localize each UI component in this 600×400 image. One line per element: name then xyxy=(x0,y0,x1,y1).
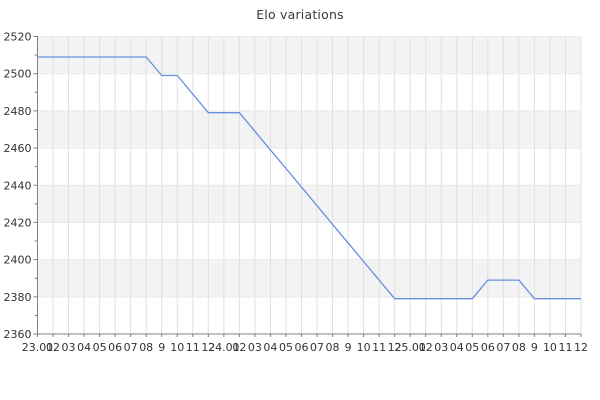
x-axis-tick-label: 08 xyxy=(512,341,526,354)
x-axis-tick-label: 03 xyxy=(62,341,76,354)
elo-series-line xyxy=(37,56,581,300)
x-axis-tick-label: 9 xyxy=(531,341,538,354)
band-row xyxy=(37,110,581,149)
y-axis-tick-label: 2480 xyxy=(4,105,32,118)
x-axis-tick-label: 02 xyxy=(46,341,60,354)
x-axis-tick-label: 03 xyxy=(248,341,262,354)
x-axis-tick-label: 10 xyxy=(357,341,371,354)
x-axis-tick-label: 08 xyxy=(326,341,340,354)
x-axis-tick-label: 12 xyxy=(574,341,588,354)
band-row xyxy=(37,185,581,223)
y-axis-tick-label: 2460 xyxy=(4,142,32,155)
chart-title: Elo variations xyxy=(256,7,344,22)
y-axis-labels: 2360 2380 2400 2420 2440 2460 2480 2500 2520 xyxy=(4,31,32,342)
x-axis-tick-label: 25.01 xyxy=(394,341,426,354)
x-axis-tick-label: 06 xyxy=(108,341,122,354)
x-axis-tick-label: 05 xyxy=(465,341,479,354)
x-axis-tick-label: 04 xyxy=(263,341,277,354)
x-axis-tick-label: 05 xyxy=(279,341,293,354)
x-axis-tick-label: 02 xyxy=(419,341,433,354)
x-axis-tick-label: 12 xyxy=(201,341,215,354)
x-axis-tick-label: 03 xyxy=(434,341,448,354)
x-axis-tick-label: 06 xyxy=(481,341,495,354)
x-axis-tick-label: 24.01 xyxy=(208,341,240,354)
x-axis-tick-label: 11 xyxy=(186,341,200,354)
x-axis-tick-label: 07 xyxy=(310,341,324,354)
x-axis-tick-label: 04 xyxy=(77,341,91,354)
y-axis-tick-label: 2400 xyxy=(4,254,32,267)
band-row xyxy=(37,259,581,297)
y-axis-tick-label: 2360 xyxy=(4,328,32,341)
x-axis-tick-label: 07 xyxy=(124,341,138,354)
band-row xyxy=(37,36,581,74)
x-axis-tick-label: 12 xyxy=(388,341,402,354)
x-axis-tick-label: 02 xyxy=(232,341,246,354)
y-axis-tick-label: 2420 xyxy=(4,216,32,229)
y-axis-tick-label: 2440 xyxy=(4,179,32,192)
x-axis-tick-label: 08 xyxy=(139,341,153,354)
x-axis-tick-label: 11 xyxy=(372,341,386,354)
x-axis-tick-label: 06 xyxy=(294,341,308,354)
plot-bands xyxy=(37,36,581,297)
x-axis-tick-label: 9 xyxy=(158,341,165,354)
x-axis-tick-label: 10 xyxy=(170,341,184,354)
x-axis-tick-label: 07 xyxy=(496,341,510,354)
y-axis-tick-label: 2500 xyxy=(4,68,32,81)
axes xyxy=(33,36,582,337)
x-axis-tick-label: 04 xyxy=(450,341,464,354)
x-axis-tick-label: 23.01 xyxy=(22,341,54,354)
x-axis-tick-label: 11 xyxy=(558,341,572,354)
x-axis-tick-label: 05 xyxy=(93,341,107,354)
x-axis-tick-label: 9 xyxy=(345,341,352,354)
y-axis-tick-label: 2380 xyxy=(4,291,32,304)
y-axis-tick-label: 2520 xyxy=(4,31,32,44)
horizontal-gridlines xyxy=(37,36,581,298)
x-axis-tick-label: 10 xyxy=(543,341,557,354)
